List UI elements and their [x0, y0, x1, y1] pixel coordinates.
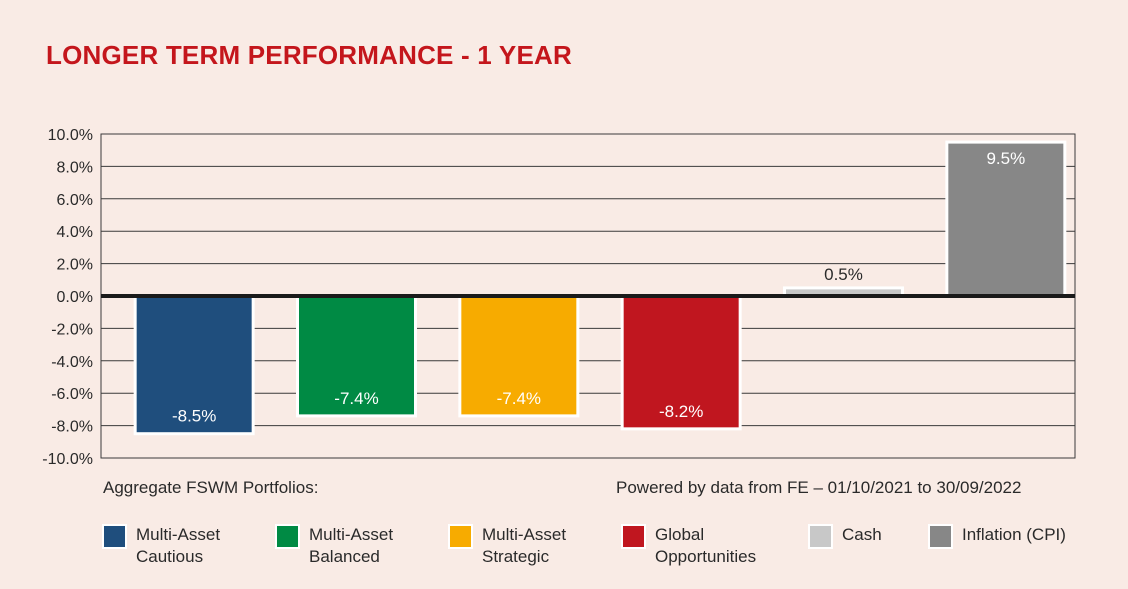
y-tick-label: 0.0% [57, 289, 93, 306]
y-tick-label: 4.0% [57, 224, 93, 241]
chart-title: LONGER TERM PERFORMANCE - 1 YEAR [46, 40, 572, 70]
bar-chart: 10.0% 8.0% 6.0% 4.0% 2.0% 0.0% -2.0% -4.0% -6.0%… [42, 127, 1076, 468]
legend-item-cash: Cash [808, 524, 882, 549]
legend-item-global: Global Opportunities [621, 524, 756, 568]
bar [133, 294, 255, 436]
bar-value-label: 9.5% [986, 149, 1025, 168]
legend-item-strategic: Multi-Asset Strategic [448, 524, 566, 568]
legend-swatch-strategic [448, 524, 473, 549]
bar-value-label: 0.5% [824, 265, 863, 284]
y-tick-label: -10.0% [42, 451, 93, 468]
bar-value-label: -8.5% [172, 407, 216, 426]
bar [945, 140, 1067, 298]
legend-label-global: Global Opportunities [655, 525, 757, 566]
y-tick-label: -8.0% [51, 419, 93, 436]
legend-label-inflation: Inflation (CPI) [962, 525, 1066, 544]
chart-legend: Multi-Asset Cautious Multi-Asset Balance… [0, 524, 1128, 584]
bar [620, 294, 742, 431]
bar-value-label: -7.4% [334, 389, 378, 408]
legend-item-inflation: Inflation (CPI) [928, 524, 1066, 549]
legend-swatch-balanced [275, 524, 300, 549]
legend-swatch-cash [808, 524, 833, 549]
legend-label-balanced: Multi-Asset Balanced [309, 525, 394, 566]
y-tick-label: -6.0% [51, 386, 93, 403]
y-tick-label: -4.0% [51, 354, 93, 371]
y-tick-label: 8.0% [57, 159, 93, 176]
legend-label-strategic: Multi-Asset Strategic [482, 525, 567, 566]
caption-source: Powered by data from FE – 01/10/2021 to … [616, 478, 1022, 497]
legend-label-cautious: Multi-Asset Cautious [136, 525, 221, 566]
legend-item-cautious: Multi-Asset Cautious [102, 524, 220, 568]
legend-item-balanced: Multi-Asset Balanced [275, 524, 393, 568]
y-tick-label: 2.0% [57, 257, 93, 274]
bar [296, 294, 417, 418]
y-tick-label: 6.0% [57, 192, 93, 209]
caption-aggregate: Aggregate FSWM Portfolios: [103, 478, 319, 497]
y-tick-label: -2.0% [51, 321, 93, 338]
legend-swatch-cautious [102, 524, 127, 549]
bar-value-label: -7.4% [497, 389, 541, 408]
legend-swatch-inflation [928, 524, 953, 549]
y-tick-label: 10.0% [48, 127, 93, 144]
legend-label-cash: Cash [842, 525, 882, 544]
legend-swatch-global [621, 524, 646, 549]
bar-value-label: -8.2% [659, 402, 703, 421]
